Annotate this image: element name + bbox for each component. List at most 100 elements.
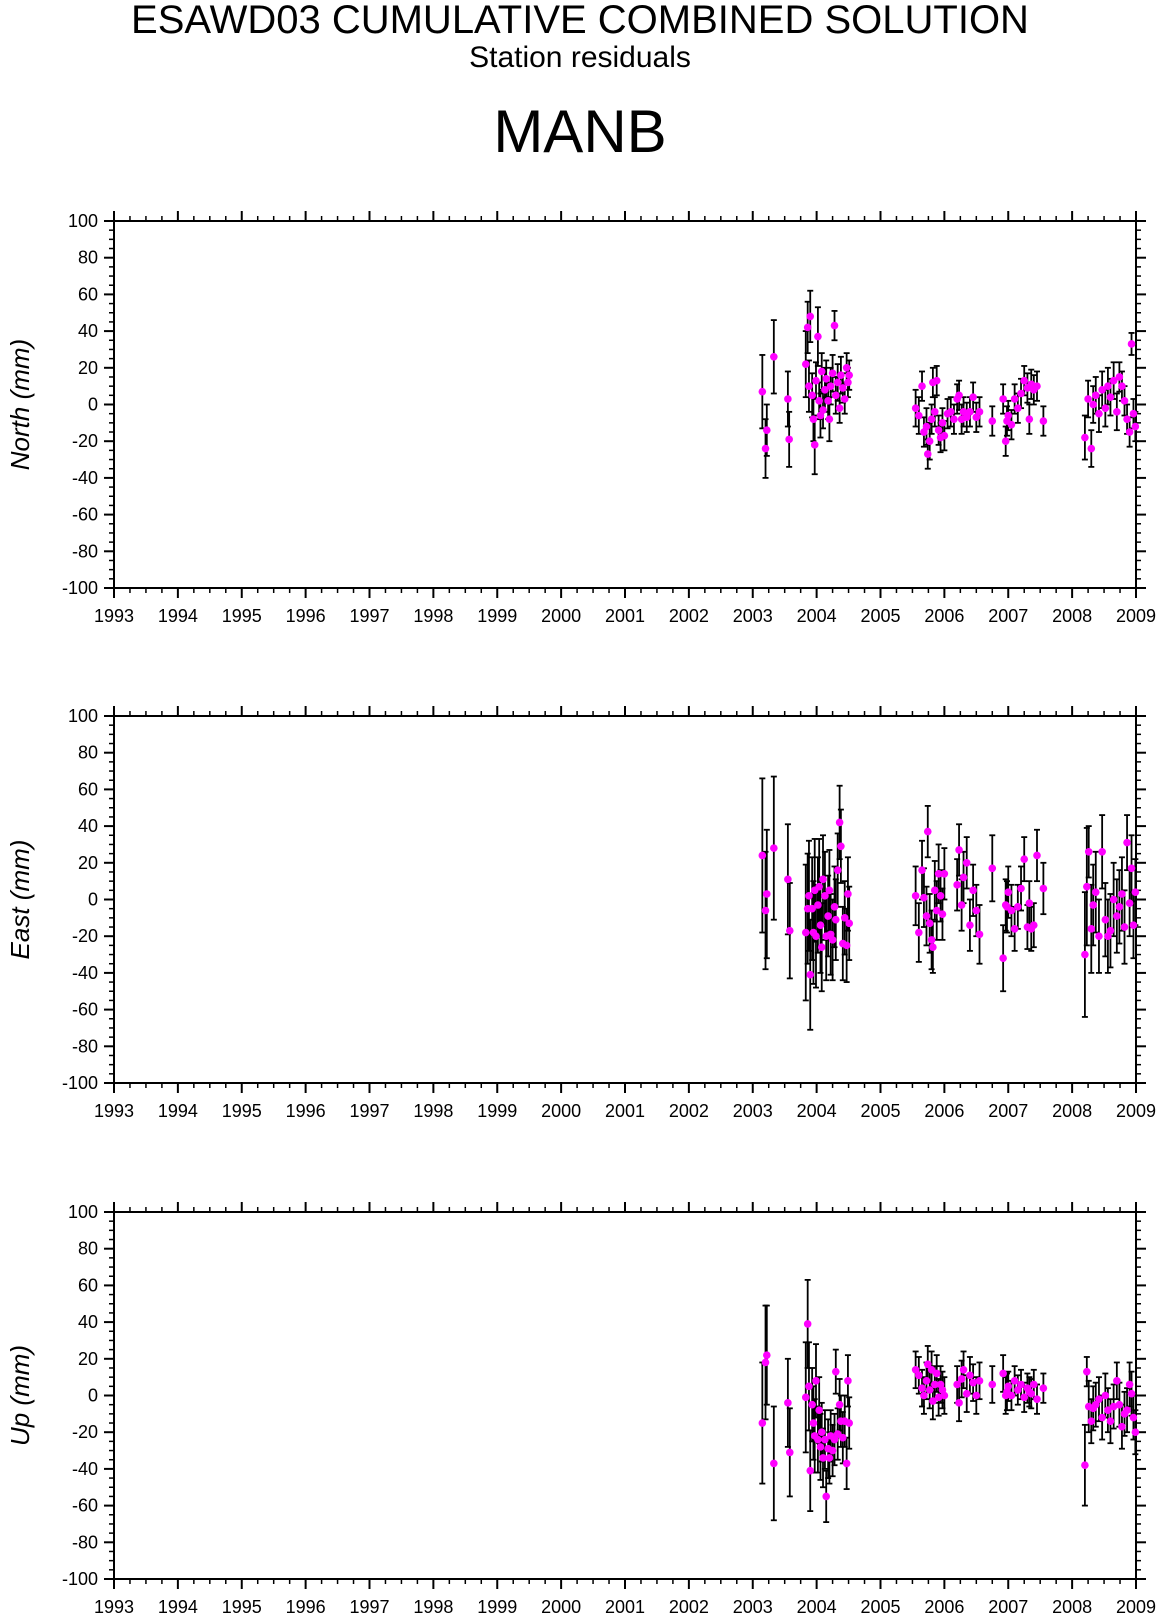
data-point <box>1010 395 1019 403</box>
data-point <box>1025 899 1034 907</box>
x-tick-label: 1997 <box>349 1597 389 1617</box>
y-tick-label: 20 <box>78 853 98 873</box>
data-point <box>1095 1395 1103 1403</box>
x-tick-label: 1993 <box>94 606 134 626</box>
y-tick-label: 20 <box>78 1349 98 1369</box>
chart-panel-east: 1993 1994 1995 1996 1997 1998 1999 2000 2001 2002… <box>5 706 1156 1121</box>
data-point <box>962 413 971 422</box>
data-point <box>953 881 961 889</box>
data-point <box>911 1366 920 1374</box>
y-tick-label: -60 <box>72 1000 98 1020</box>
data-point <box>825 1454 834 1462</box>
data-point <box>999 1369 1007 1378</box>
y-tick-label: 20 <box>78 358 98 378</box>
y-axis-label: North (mm) <box>5 339 35 470</box>
data-point <box>1098 847 1106 856</box>
data-point <box>1113 912 1121 920</box>
data-point <box>844 890 852 898</box>
data-point <box>1004 888 1013 896</box>
y-tick-label: -40 <box>72 1459 98 1479</box>
x-tick-label: 2009 <box>1116 1101 1156 1121</box>
data-point <box>1007 1391 1016 1400</box>
data-point <box>1106 926 1115 935</box>
data-point <box>844 378 852 387</box>
x-tick-label: 2005 <box>860 606 900 626</box>
y-tick-label: 80 <box>78 743 98 763</box>
data-point <box>955 391 963 400</box>
x-tick-label: 2001 <box>605 606 645 626</box>
data-point <box>831 1367 840 1376</box>
data-point <box>938 419 947 427</box>
y-tick-label: 0 <box>88 1386 98 1406</box>
x-tick-label: 2008 <box>1052 1597 1092 1617</box>
data-point <box>801 928 810 937</box>
data-point <box>925 1386 934 1394</box>
data-points <box>758 818 1140 979</box>
data-point <box>975 930 984 939</box>
x-tick-label: 1999 <box>477 1597 517 1617</box>
data-point <box>929 1397 937 1405</box>
data-point <box>1014 404 1022 412</box>
y-tick-label: 100 <box>68 1202 98 1222</box>
x-tick-label: 1996 <box>286 1101 326 1121</box>
y-axis-label: Up (mm) <box>5 1345 35 1446</box>
y-axis-label: East (mm) <box>5 840 35 960</box>
data-point <box>831 915 840 924</box>
data-point <box>1129 409 1138 418</box>
data-point <box>1091 391 1100 400</box>
data-point <box>975 1377 984 1385</box>
data-point <box>1127 1389 1136 1398</box>
data-point <box>932 376 941 385</box>
data-point <box>1010 1377 1019 1385</box>
data-point <box>1118 1422 1126 1431</box>
data-point <box>940 870 949 878</box>
data-point <box>839 1433 847 1442</box>
data-point <box>1106 393 1115 401</box>
y-tick-label: -100 <box>62 1073 98 1093</box>
y-tick-label: 60 <box>78 1275 98 1295</box>
data-point <box>1087 444 1096 453</box>
data-point <box>1083 882 1091 891</box>
data-point <box>1030 1380 1038 1389</box>
data-point <box>922 1377 931 1385</box>
data-point <box>770 352 778 361</box>
data-point <box>1115 1400 1124 1409</box>
data-point <box>972 413 981 422</box>
data-point <box>840 914 849 922</box>
y-tick-label: 80 <box>78 1239 98 1259</box>
data-point <box>959 408 968 416</box>
data-point <box>763 426 771 434</box>
data-point <box>1125 1380 1134 1389</box>
data-point <box>1020 1393 1029 1402</box>
data-point <box>938 910 947 918</box>
x-tick-label: 1993 <box>94 1597 134 1617</box>
data-point <box>770 844 778 852</box>
x-tick-label: 1995 <box>222 1101 262 1121</box>
data-point <box>915 411 923 420</box>
data-point <box>819 875 827 884</box>
data-point <box>1004 411 1013 420</box>
data-point <box>805 382 813 390</box>
data-point <box>784 1399 792 1407</box>
data-point <box>837 371 845 379</box>
plot-frame <box>113 1211 1137 1580</box>
data-point <box>812 932 820 940</box>
data-point <box>839 384 847 392</box>
x-tick-label: 2004 <box>797 1597 837 1617</box>
x-tick-label: 1998 <box>413 1101 453 1121</box>
y-tick-label: -20 <box>72 431 98 451</box>
data-point <box>1101 1391 1110 1400</box>
data-point <box>825 415 834 423</box>
data-point <box>915 1371 923 1380</box>
data-point <box>923 1360 932 1369</box>
data-point <box>1039 884 1048 893</box>
data-point <box>969 886 977 895</box>
data-point <box>972 906 981 915</box>
y-tick-label: -60 <box>72 1496 98 1516</box>
data-point <box>816 921 825 929</box>
data-point <box>806 970 815 979</box>
data-point <box>784 875 792 884</box>
data-point <box>842 1459 851 1468</box>
y-tick-label: 80 <box>78 248 98 268</box>
data-point <box>969 393 977 401</box>
